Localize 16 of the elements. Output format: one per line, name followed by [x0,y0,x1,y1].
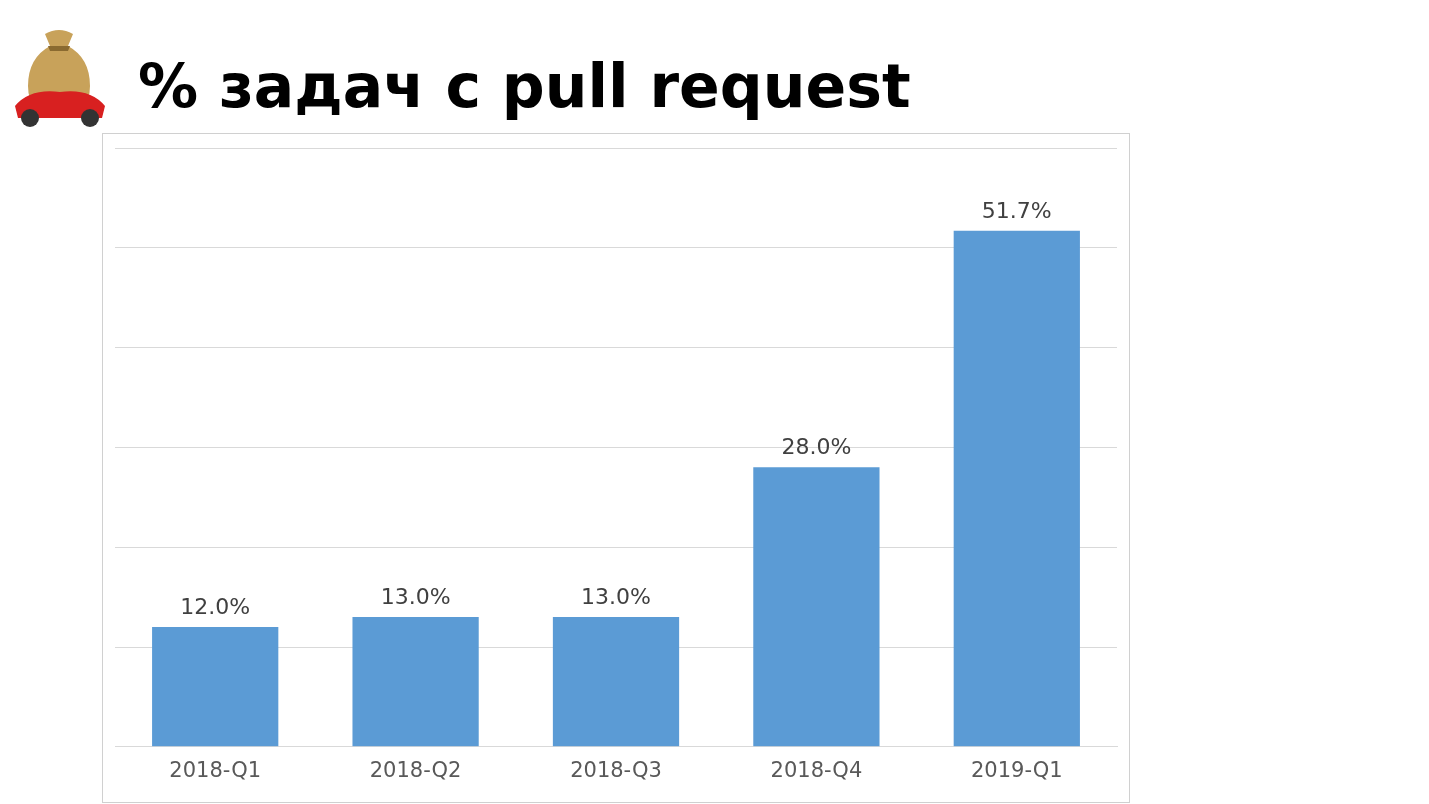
bar [152,627,279,747]
x-tick-label: 2019-Q1 [970,757,1063,782]
data-label: 13.0% [380,583,451,609]
data-label: 28.0% [781,434,852,460]
bar [753,467,880,747]
chart-title: % задач с pull request [138,50,911,122]
data-label: 12.0% [180,593,251,619]
x-tick-label: 2018-Q1 [169,757,262,782]
data-label: 51.7% [981,197,1052,223]
data-label: 13.0% [581,583,651,609]
x-tick-label: 2018-Q3 [570,757,662,782]
x-tick-label: 2018-Q4 [770,757,863,782]
bar [953,230,1080,747]
x-tick-label: 2018-Q2 [369,757,462,782]
bar [352,617,479,747]
bar [552,617,680,747]
